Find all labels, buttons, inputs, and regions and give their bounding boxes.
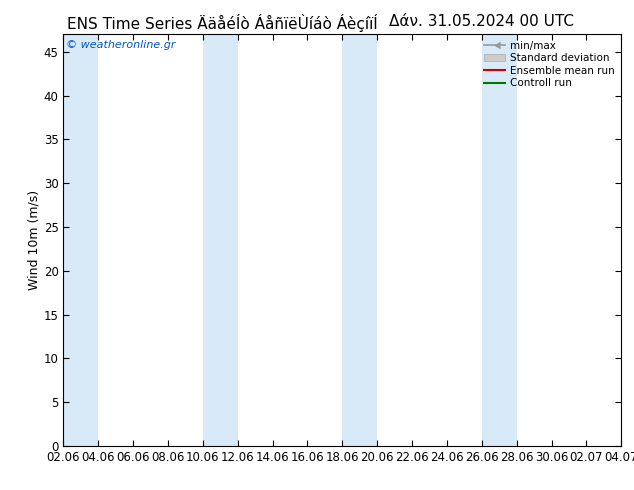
Y-axis label: Wind 10m (m/s): Wind 10m (m/s): [28, 190, 41, 290]
Bar: [482, 34, 517, 446]
Bar: [203, 34, 238, 446]
Legend: min/max, Standard deviation, Ensemble mean run, Controll run: min/max, Standard deviation, Ensemble me…: [481, 37, 618, 92]
Text: ENS Time Series ÄäåéÍò ÁåñïëÙíáò ÁèçíïÍ: ENS Time Series ÄäåéÍò ÁåñïëÙíáò ÁèçíïÍ: [67, 14, 377, 32]
Bar: [342, 34, 377, 446]
Text: Δάν. 31.05.2024 00 UTC: Δάν. 31.05.2024 00 UTC: [389, 14, 574, 29]
Bar: [63, 34, 98, 446]
Text: © weatheronline.gr: © weatheronline.gr: [66, 41, 176, 50]
